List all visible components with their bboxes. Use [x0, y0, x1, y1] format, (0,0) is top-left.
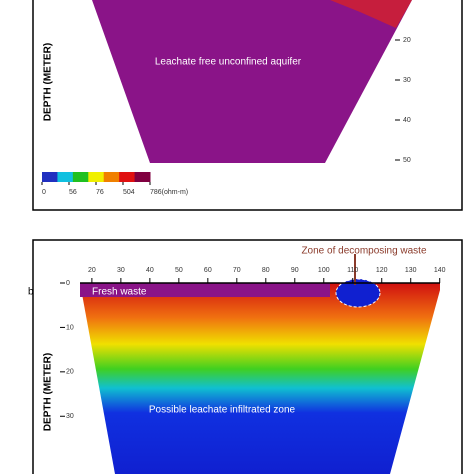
y-tick-label: 40: [403, 117, 411, 124]
colorbar-swatch: [103, 172, 120, 182]
panel-frame: [32, 239, 463, 474]
x-tick-label: 60: [204, 267, 212, 274]
colorbar-tick-label: 56: [69, 189, 77, 196]
annotation: Leachate free unconfined aquifer: [155, 57, 302, 68]
panel-frame: [32, 0, 463, 211]
x-tick-label: 40: [146, 267, 154, 274]
annotation: Zone of decomposing waste: [301, 246, 427, 257]
colorbar-tick-label: 504: [123, 189, 135, 196]
annotation: Possible leachate infiltrated zone: [149, 405, 296, 416]
colorbar-swatch: [119, 172, 136, 182]
y-tick-label: 20: [66, 369, 74, 376]
colorbar-swatch: [88, 172, 105, 182]
x-tick-label: 30: [117, 267, 125, 274]
colorbar: 0 56 76 504 786(ohm-m): [41, 172, 188, 196]
annotation: Fresh waste: [92, 287, 147, 298]
x-tick-label: 110: [347, 267, 358, 274]
y-tick-label: 10: [66, 324, 74, 331]
y-tick-label: 0: [66, 280, 70, 287]
colorbar-swatch: [134, 172, 151, 182]
red-zone: [330, 0, 412, 28]
y-tick-label: 20: [403, 37, 411, 44]
x-tick-label: 100: [318, 267, 330, 274]
panel-label: b: [28, 287, 34, 298]
y-ticks: 20 30 40 50: [395, 37, 411, 164]
y-tick-label: 50: [403, 157, 411, 164]
fresh-waste-zone: [80, 283, 330, 297]
ticks: 20 30 40 50 60 70 80 90 100 110 120 130 140 0 10 20 30: [60, 267, 446, 420]
decomposing-zone: [335, 278, 381, 308]
contour-field: [80, 283, 440, 474]
x-tick-label: 120: [376, 267, 388, 274]
x-tick-label: 80: [262, 267, 270, 274]
y-tick-label: 30: [403, 77, 411, 84]
y-axis-label: DEPTH (METER): [43, 353, 54, 431]
colorbar-swatch: [42, 172, 58, 182]
x-tick-label: 140: [434, 267, 446, 274]
x-tick-label: 20: [88, 267, 96, 274]
y-tick-label: 30: [66, 413, 74, 420]
colorbar-tick-label: 786(ohm-m): [150, 189, 188, 196]
colorbar-swatch: [57, 172, 74, 182]
colorbar-tick-label: 76: [96, 189, 104, 196]
colorbar-swatch: [72, 172, 89, 182]
x-tick-label: 130: [405, 267, 417, 274]
y-axis-label: DEPTH (METER): [43, 43, 54, 121]
x-tick-label: 50: [175, 267, 183, 274]
x-tick-label: 70: [233, 267, 241, 274]
purple-zone: [92, 0, 412, 163]
colorbar-tick-label: 0: [42, 189, 46, 196]
x-tick-label: 90: [291, 267, 299, 274]
